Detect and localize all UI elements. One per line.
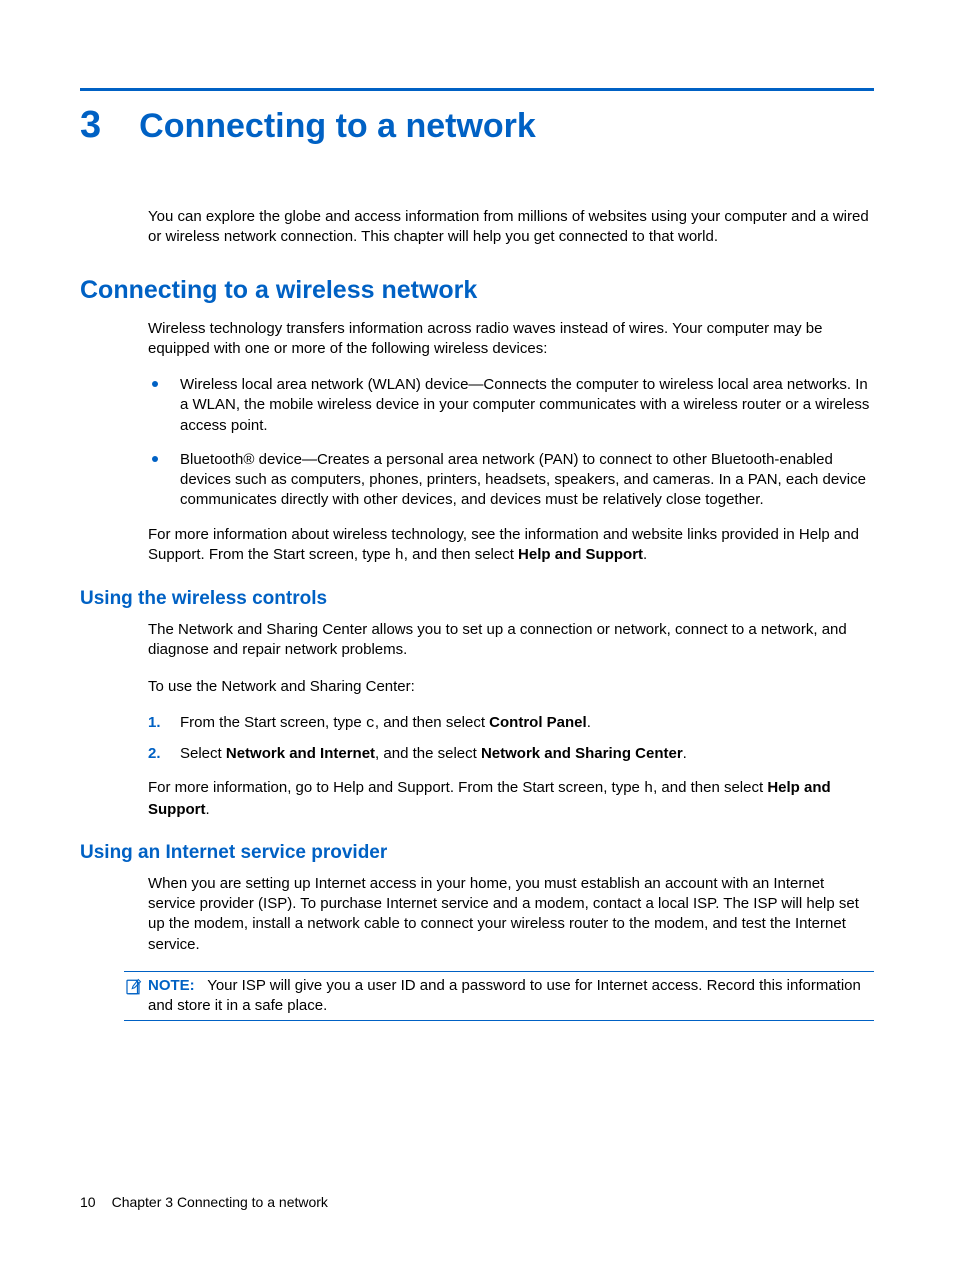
step-item: Select Network and Internet, and the sel… bbox=[148, 744, 874, 764]
section-heading-wireless: Connecting to a wireless network bbox=[80, 276, 874, 305]
intro-paragraph: You can explore the globe and access inf… bbox=[148, 207, 874, 248]
wireless-device-list: Wireless local area network (WLAN) devic… bbox=[148, 375, 874, 511]
controls-para1: The Network and Sharing Center allows yo… bbox=[148, 620, 874, 661]
controls-para2: To use the Network and Sharing Center: bbox=[148, 677, 874, 697]
note-icon bbox=[124, 978, 142, 996]
wireless-intro: Wireless technology transfers informatio… bbox=[148, 319, 874, 360]
chapter-heading: 3 Connecting to a network bbox=[80, 104, 874, 147]
note-callout: NOTE: Your ISP will give you a user ID a… bbox=[124, 971, 874, 1022]
top-rule bbox=[80, 88, 874, 91]
note-label: NOTE: bbox=[148, 977, 195, 994]
chapter-number: 3 bbox=[80, 104, 101, 147]
controls-steps: From the Start screen, type c, and then … bbox=[148, 713, 874, 765]
controls-more-info: For more information, go to Help and Sup… bbox=[148, 778, 874, 820]
footer-chapter-label: Chapter 3 Connecting to a network bbox=[112, 1194, 328, 1210]
page-number: 10 bbox=[80, 1194, 96, 1210]
chapter-title: Connecting to a network bbox=[139, 107, 536, 146]
wireless-more-info: For more information about wireless tech… bbox=[148, 525, 874, 567]
bullet-item: Bluetooth® device—Creates a personal are… bbox=[148, 450, 874, 511]
bullet-item: Wireless local area network (WLAN) devic… bbox=[148, 375, 874, 436]
document-page: 3 Connecting to a network You can explor… bbox=[0, 0, 954, 1270]
note-text: NOTE: Your ISP will give you a user ID a… bbox=[148, 976, 874, 1017]
subsection-heading-isp: Using an Internet service provider bbox=[80, 842, 874, 864]
step-item: From the Start screen, type c, and then … bbox=[148, 713, 874, 734]
isp-para1: When you are setting up Internet access … bbox=[148, 874, 874, 955]
subsection-heading-controls: Using the wireless controls bbox=[80, 588, 874, 610]
page-footer: 10 Chapter 3 Connecting to a network bbox=[80, 1194, 328, 1210]
